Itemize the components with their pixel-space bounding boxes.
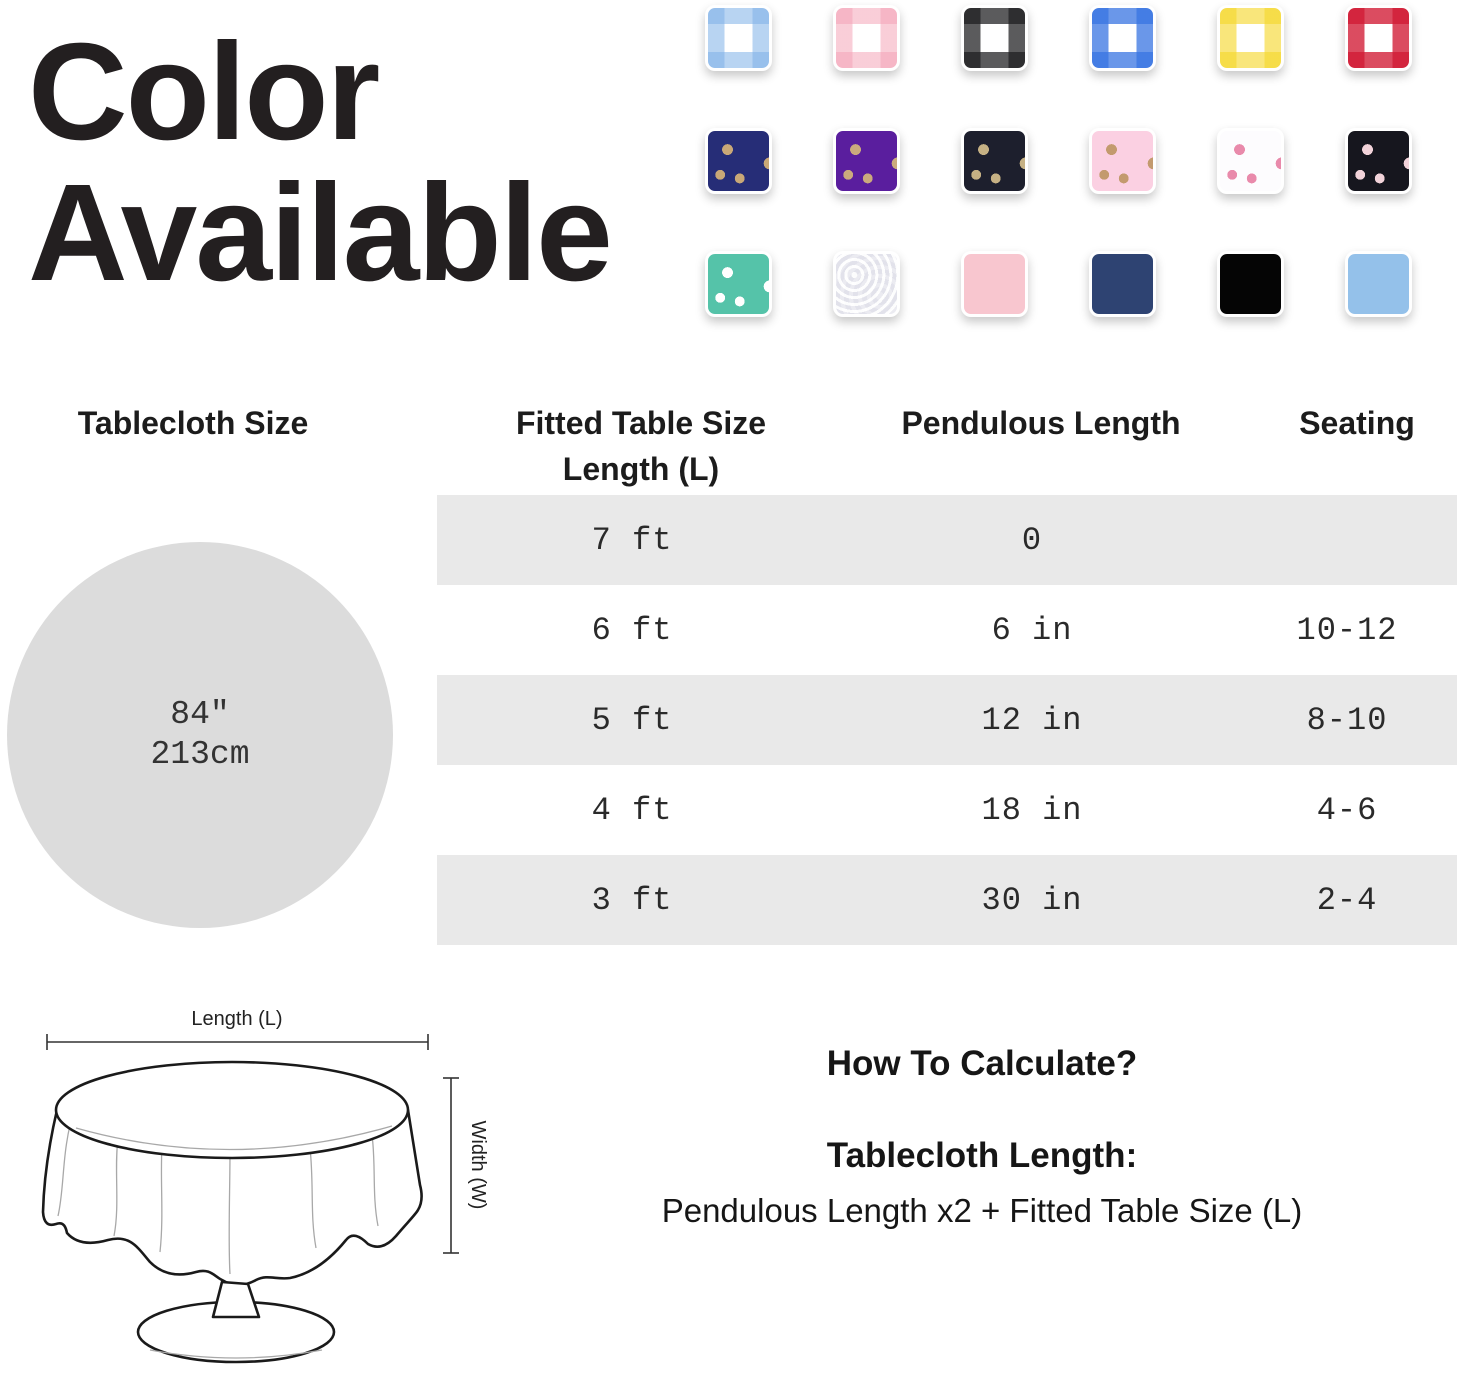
size-table-row: 5 ft 12 in 8-10: [437, 675, 1457, 765]
calculate-subheading: Tablecloth Length:: [826, 1136, 1138, 1175]
size-table-cell-fitted: 6 ft: [591, 611, 673, 649]
size-table-cell-pendulous: 0: [1021, 521, 1043, 559]
swatch-yellow-gingham: [1217, 5, 1284, 71]
width-label: Width (W): [467, 1121, 489, 1210]
header-seating: Seating: [1299, 405, 1415, 441]
size-table-cell-pendulous: 30 in: [981, 881, 1083, 919]
drape-folds: [57, 1124, 379, 1275]
swatch-red-gingham: [1345, 5, 1412, 71]
size-table-cell-seating: 10-12: [1296, 611, 1398, 649]
size-table-cell-seating: 8-10: [1306, 701, 1388, 739]
swatch-pink-gold-dots: [1089, 128, 1156, 194]
swatch-black-gold-dots: [961, 128, 1028, 194]
cloth-rim-line: [75, 1125, 393, 1151]
tablecloth-diagram: Length (L) Width (W): [41, 1008, 489, 1364]
size-table-cell-fitted: 5 ft: [591, 701, 673, 739]
swatch-black-solid: [1217, 251, 1284, 317]
table-top: [54, 1060, 410, 1160]
size-table-cell-fitted: 7 ft: [591, 521, 673, 559]
swatch-blue-gingham: [1089, 5, 1156, 71]
swatch-black-pink-dots: [1345, 128, 1412, 194]
swatch-teal-white-dots: [705, 251, 772, 317]
header-pendulous-length: Pendulous Length: [901, 405, 1181, 441]
table-stem: [211, 1280, 261, 1319]
page-title: Color Available: [28, 15, 613, 310]
header-fitted-line2: Length (L): [562, 451, 720, 487]
calculate-heading: How To Calculate?: [826, 1044, 1138, 1083]
size-table-row: 4 ft 18 in 4-6: [437, 765, 1457, 855]
swatch-purple-gold-dots: [833, 128, 900, 194]
length-label: Length (L): [191, 1008, 282, 1030]
swatch-navy-gold-dots: [705, 128, 772, 194]
swatch-light-blue-solid: [1345, 251, 1412, 317]
swatch-navy-solid: [1089, 251, 1156, 317]
size-inches: 84″: [170, 696, 230, 733]
size-table-row: 6 ft 6 in 10-12: [437, 585, 1457, 675]
length-dimension-line: [46, 1034, 429, 1050]
calculate-section: How To Calculate? Tablecloth Length: Pen…: [592, 1044, 1372, 1230]
size-table-cell-seating: 4-6: [1316, 791, 1378, 829]
size-table: 7 ft 0 6 ft 6 in 10-12 5 ft 12 in 8-10 4 ft 18 in…: [437, 495, 1457, 945]
table-base-shading: [149, 1349, 323, 1359]
tablecloth-size-circle: 84″ 213cm: [7, 542, 393, 928]
swatch-light-blue-gingham: [705, 5, 772, 71]
swatch-grid: [705, 5, 1412, 317]
size-table-row: 7 ft 0: [437, 495, 1457, 585]
header-fitted-table-size: Fitted Table Size Length (L): [516, 400, 766, 492]
calculate-formula: Pendulous Length x2 + Fitted Table Size …: [661, 1192, 1303, 1229]
swatch-black-gingham: [961, 5, 1028, 71]
header-tablecloth-size: Tablecloth Size: [77, 405, 309, 441]
size-table-cell-pendulous: 6 in: [991, 611, 1073, 649]
width-dimension-line: [443, 1077, 459, 1254]
header-fitted-line1: Fitted Table Size: [515, 405, 767, 441]
swatch-white-lace: [833, 251, 900, 317]
size-cm: 213cm: [150, 736, 250, 773]
size-table-cell-seating: 2-4: [1316, 881, 1378, 919]
swatch-white-pink-dots: [1217, 128, 1284, 194]
size-table-row: 3 ft 30 in 2-4: [437, 855, 1457, 945]
swatch-pink-gingham: [833, 5, 900, 71]
size-table-cell-pendulous: 18 in: [981, 791, 1083, 829]
size-table-cell-fitted: 3 ft: [591, 881, 673, 919]
size-table-cell-pendulous: 12 in: [981, 701, 1083, 739]
size-table-cell-fitted: 4 ft: [591, 791, 673, 829]
swatch-pink-solid: [961, 251, 1028, 317]
